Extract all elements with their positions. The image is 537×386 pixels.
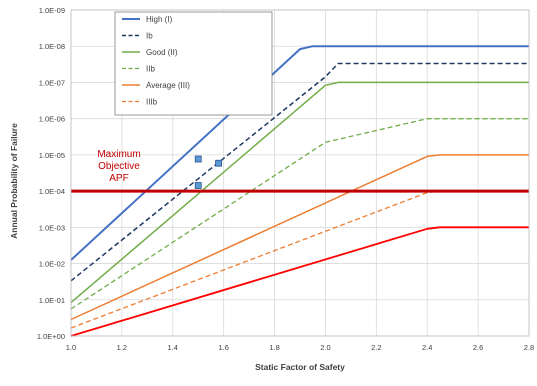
data-point-marker bbox=[215, 159, 222, 167]
y-tick-label: 1.0E-01 bbox=[39, 296, 65, 305]
x-tick-label: 2.2 bbox=[371, 343, 381, 352]
x-axis-label: Static Factor of Safety bbox=[255, 362, 345, 372]
objective-label-line: Objective bbox=[98, 161, 140, 172]
x-tick-label: 2.6 bbox=[473, 343, 483, 352]
legend-box bbox=[114, 11, 273, 116]
y-tick-label: 1.0E-09 bbox=[39, 6, 65, 15]
legend-label: Ib bbox=[146, 32, 153, 41]
legend-label: IIb bbox=[146, 65, 155, 74]
series-line-red bbox=[70, 226, 529, 337]
legend-label: High (I) bbox=[146, 15, 173, 24]
x-tick-label: 1.2 bbox=[117, 343, 127, 352]
x-tick-label: 2.8 bbox=[524, 343, 534, 352]
series-line-iib bbox=[70, 118, 529, 310]
y-tick-label: 1.0E-04 bbox=[39, 187, 65, 196]
y-tick-label: 1.0E+00 bbox=[37, 332, 65, 341]
y-tick-label: 1.0E-07 bbox=[39, 78, 65, 87]
legend-label: Average (III) bbox=[146, 81, 190, 90]
y-axis-label: Annual Probability of Failure bbox=[9, 123, 19, 239]
x-tick-label: 2.4 bbox=[422, 343, 432, 352]
plot-frame bbox=[70, 9, 530, 337]
y-tick-label: 1.0E-03 bbox=[39, 223, 65, 232]
data-point-marker bbox=[194, 182, 202, 189]
series-line-high-i bbox=[70, 45, 529, 261]
y-tick-label: 1.0E-05 bbox=[39, 151, 65, 160]
y-tick-label: 1.0E-08 bbox=[39, 42, 65, 51]
series-line-ib bbox=[70, 62, 529, 282]
series-line-average-iii bbox=[70, 154, 529, 321]
x-tick-label: 1.8 bbox=[269, 343, 279, 352]
x-tick-label: 2.0 bbox=[320, 343, 330, 352]
x-tick-label: 1.4 bbox=[168, 343, 178, 352]
data-point-marker bbox=[194, 155, 202, 163]
legend-label: IIIb bbox=[146, 98, 158, 107]
y-tick-label: 1.0E-02 bbox=[39, 260, 65, 269]
series-line-good-ii bbox=[70, 81, 529, 304]
x-tick-label: 1.0 bbox=[66, 343, 76, 352]
legend-label: Good (II) bbox=[146, 48, 178, 57]
x-tick-label: 1.6 bbox=[218, 343, 228, 352]
y-tick-label: 1.0E-06 bbox=[39, 115, 65, 124]
objective-label-line: APF bbox=[109, 173, 128, 184]
objective-label-line: Maximum bbox=[97, 149, 140, 160]
series-line-iiib bbox=[70, 190, 529, 329]
